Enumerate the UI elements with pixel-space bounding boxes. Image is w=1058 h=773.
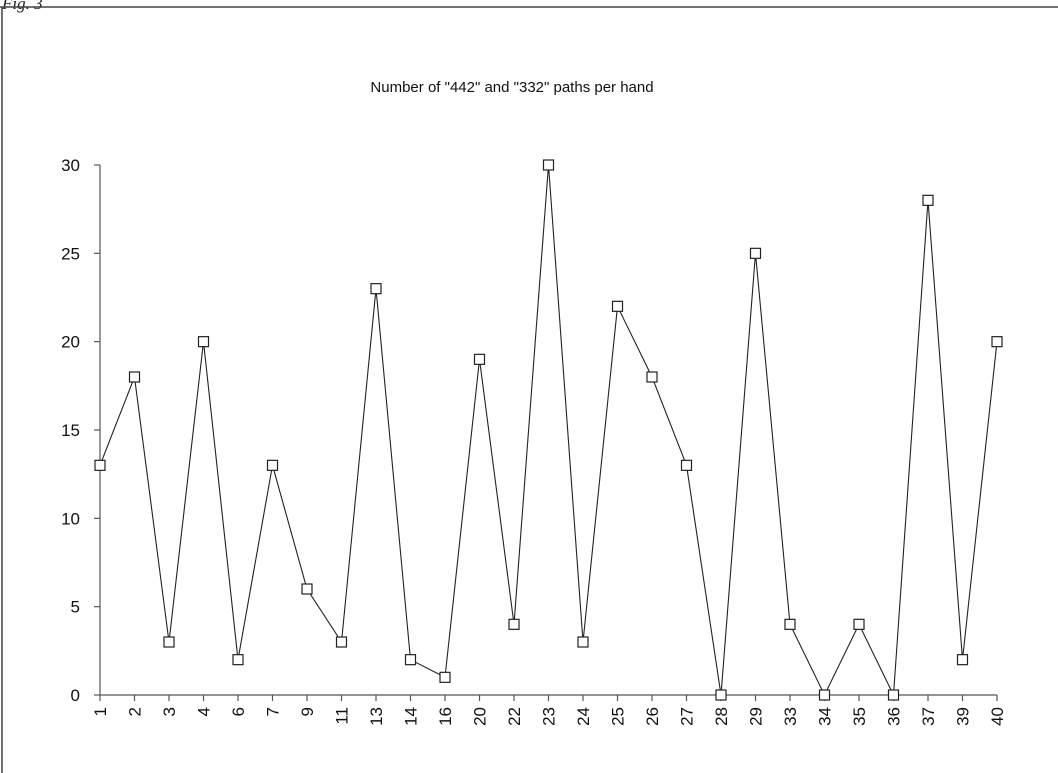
data-point xyxy=(473,353,486,365)
data-point xyxy=(680,459,693,471)
x-tick-label: 35 xyxy=(850,707,869,726)
data-point xyxy=(542,159,555,171)
y-tick-label: 15 xyxy=(61,421,80,440)
data-point xyxy=(887,689,900,701)
x-tick-label: 22 xyxy=(505,707,524,726)
x-tick-label: 24 xyxy=(574,707,593,726)
data-point xyxy=(853,618,865,630)
x-tick-label: 3 xyxy=(160,707,179,716)
data-point xyxy=(128,371,141,383)
series-markers xyxy=(94,159,1003,701)
data-point xyxy=(232,654,244,666)
data-point xyxy=(335,636,348,648)
x-tick-label: 27 xyxy=(678,707,697,726)
series-polyline xyxy=(99,164,998,698)
data-point xyxy=(577,636,589,648)
data-point xyxy=(611,300,624,312)
y-tick-label: 30 xyxy=(61,156,80,175)
x-tick-label: 33 xyxy=(781,707,800,726)
data-point xyxy=(818,689,831,701)
x-tick-labels: 1 2 3 4 6 7 9 11 13 14 16 20 22 23 24 25 26 27 28 29 33 34 35 3… xyxy=(91,707,1007,726)
x-tick-label: 14 xyxy=(402,707,421,726)
y-tick-label: 0 xyxy=(71,686,80,705)
x-tick-label: 29 xyxy=(747,707,766,726)
y-tick-label: 5 xyxy=(71,598,80,617)
data-point xyxy=(266,459,279,471)
x-tick-label: 20 xyxy=(471,707,490,726)
x-tick-label: 25 xyxy=(609,707,628,726)
data-point xyxy=(370,283,382,295)
data-point xyxy=(197,336,210,348)
x-tick-label: 36 xyxy=(885,707,904,726)
x-tick-label: 2 xyxy=(126,707,145,716)
y-tick-label: 25 xyxy=(61,244,80,263)
x-tick-label: 16 xyxy=(436,707,455,726)
axes xyxy=(94,164,998,701)
data-point xyxy=(784,618,796,630)
x-tick-label: 4 xyxy=(195,707,214,716)
x-tick-label: 37 xyxy=(919,707,938,726)
x-tick-label: 34 xyxy=(816,707,835,726)
y-tick-label: 20 xyxy=(61,333,80,352)
x-tick-label: 39 xyxy=(954,707,973,726)
x-tick-label: 1 xyxy=(91,707,110,716)
data-point xyxy=(404,654,417,666)
x-tick-label: 26 xyxy=(643,707,662,726)
y-tick-label: 10 xyxy=(61,509,80,528)
x-tick-label: 7 xyxy=(264,707,283,716)
x-tick-label: 40 xyxy=(988,707,1007,726)
series-line xyxy=(99,164,998,698)
x-tick-label: 11 xyxy=(333,707,352,725)
data-point xyxy=(991,336,1003,348)
data-point xyxy=(439,671,451,683)
x-tick-label: 28 xyxy=(712,707,731,726)
x-tick-label: 9 xyxy=(298,707,317,716)
chart-title: Number of "442" and "332" paths per hand xyxy=(370,79,653,96)
data-point xyxy=(301,583,313,595)
data-point xyxy=(646,371,658,383)
data-point xyxy=(956,654,969,666)
data-point xyxy=(163,636,175,648)
data-point xyxy=(922,194,934,206)
x-tick-label: 6 xyxy=(229,707,248,716)
data-point xyxy=(749,247,762,259)
data-point xyxy=(94,459,106,471)
data-point xyxy=(508,618,520,630)
data-point xyxy=(715,689,727,701)
y-tick-labels: 0 5 10 15 20 25 30 xyxy=(61,156,80,705)
x-tick-label: 13 xyxy=(367,707,386,726)
x-tick-label: 23 xyxy=(540,707,559,726)
